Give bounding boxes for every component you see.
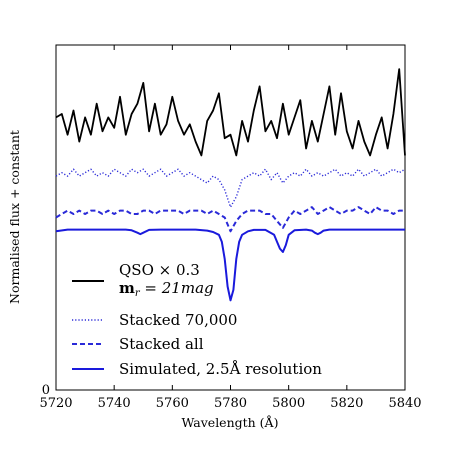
x-axis-label: Wavelength (Å) bbox=[182, 415, 279, 430]
legend-label-stacked-all: Stacked all bbox=[119, 335, 204, 353]
legend-label-stacked-70000: Stacked 70,000 bbox=[119, 311, 237, 329]
x-tick-label: 5780 bbox=[214, 396, 247, 411]
legend-label-simulated: Simulated, 2.5Å resolution bbox=[119, 360, 322, 378]
axis-ticks: 5720 5740 5760 5780 5800 5820 5840 0 bbox=[39, 45, 422, 411]
x-tick-label: 5840 bbox=[388, 396, 421, 411]
series-line-stacked-all bbox=[55, 206, 405, 233]
legend-label-qso-line1: QSO × 0.3 bbox=[119, 261, 200, 279]
series-line-stacked-70000 bbox=[55, 168, 406, 208]
plot-frame bbox=[55, 44, 406, 391]
x-tick-label: 5800 bbox=[272, 396, 305, 411]
series-layer bbox=[55, 68, 406, 302]
y-axis-label: Normalised flux + constant bbox=[7, 130, 22, 304]
legend-subscript: r bbox=[135, 288, 141, 299]
x-tick-label: 5720 bbox=[39, 396, 72, 411]
series-line-qso bbox=[55, 68, 406, 157]
x-tick-label: 5740 bbox=[98, 396, 131, 411]
legend-m-letter: m bbox=[119, 279, 135, 297]
x-tick-label: 5820 bbox=[330, 396, 363, 411]
legend-label-qso-line2: mr = 21mag bbox=[119, 279, 214, 299]
legend: QSO × 0.3 mr = 21mag Stacked 70,000 Stac… bbox=[72, 261, 322, 378]
legend-mag-text: = 21mag bbox=[140, 279, 214, 297]
y-tick-label: 0 bbox=[42, 383, 50, 398]
x-tick-label: 5760 bbox=[156, 396, 189, 411]
series-line-simulated bbox=[55, 228, 405, 302]
